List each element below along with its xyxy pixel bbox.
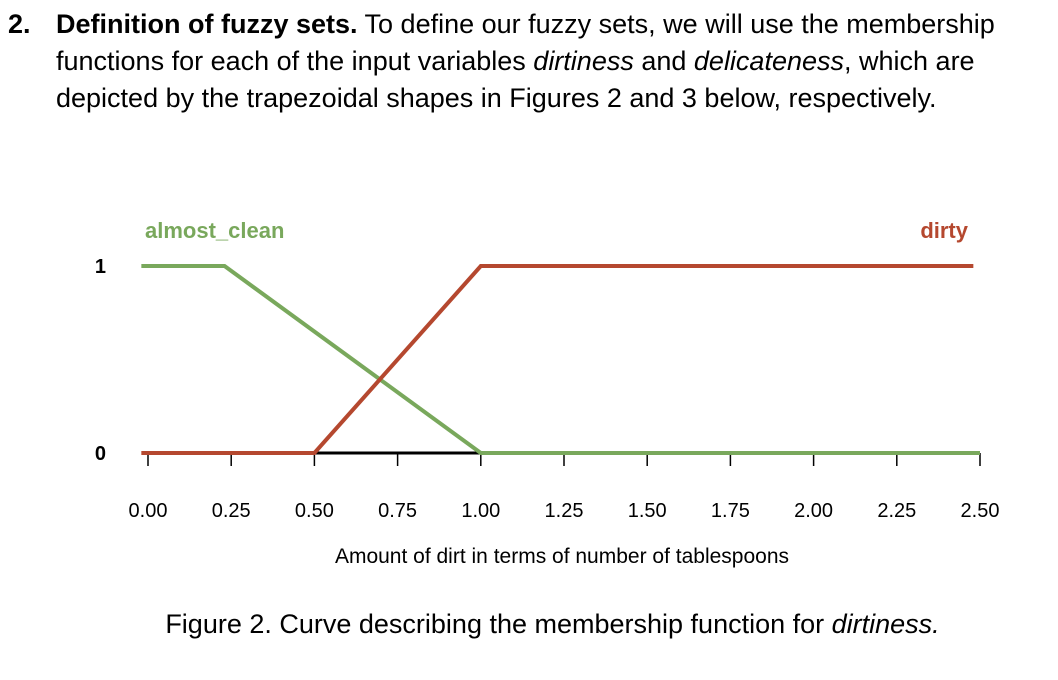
figure-caption: Figure 2. Curve describing the membershi… <box>0 606 1058 643</box>
x-tick-label: 0.75 <box>378 500 417 522</box>
x-tick-label: 2.25 <box>877 500 916 522</box>
term-delicateness: delicateness <box>693 46 845 76</box>
x-tick-label: 1.00 <box>461 500 500 522</box>
x-tick-label: 2.00 <box>794 500 833 522</box>
paragraph-text-b: and <box>633 46 694 76</box>
paragraph-text-a: To define our fuzzy sets, we will use th… <box>56 9 995 76</box>
series-layer <box>141 264 980 455</box>
label-layer: 0.00 0.25 0.50 0.75 1.00 1.25 1.50 1.75 2.00 2.25… <box>95 218 1000 568</box>
y-tick-label: 1 <box>95 256 106 278</box>
legend-label-almost-clean: almost_clean <box>145 218 284 243</box>
section-heading: Definition of fuzzy sets. <box>56 9 358 39</box>
caption-term: dirtiness. <box>831 609 940 639</box>
legend-label-dirty: dirty <box>920 218 968 243</box>
x-tick-label: 2.50 <box>961 500 1000 522</box>
x-tick-label: 1.50 <box>628 500 667 522</box>
paragraph-body: Definition of fuzzy sets. To define our … <box>56 6 1050 117</box>
x-tick-label: 1.25 <box>545 500 584 522</box>
term-dirtiness: dirtiness <box>533 46 634 76</box>
series-line-almost-clean <box>141 264 980 455</box>
x-tick-label: 1.75 <box>711 500 750 522</box>
section-paragraph: 2. Definition of fuzzy sets. To define o… <box>0 6 1050 117</box>
membership-chart: 0.00 0.25 0.50 0.75 1.00 1.25 1.50 1.75 2.00 2.25… <box>95 218 1000 568</box>
x-tick-label: 0.00 <box>129 500 168 522</box>
y-tick-label: 0 <box>95 443 106 465</box>
paragraph-text-c: , which are depicted by the trapezoidal … <box>56 46 975 113</box>
series-line-dirty <box>141 264 974 455</box>
x-tick-label: 0.25 <box>212 500 251 522</box>
x-tick-label: 0.50 <box>295 500 334 522</box>
x-axis-label: Amount of dirt in terms of number of tab… <box>335 545 789 568</box>
section-number: 2. <box>8 9 31 39</box>
caption-text: Figure 2. Curve describing the membershi… <box>165 609 832 639</box>
